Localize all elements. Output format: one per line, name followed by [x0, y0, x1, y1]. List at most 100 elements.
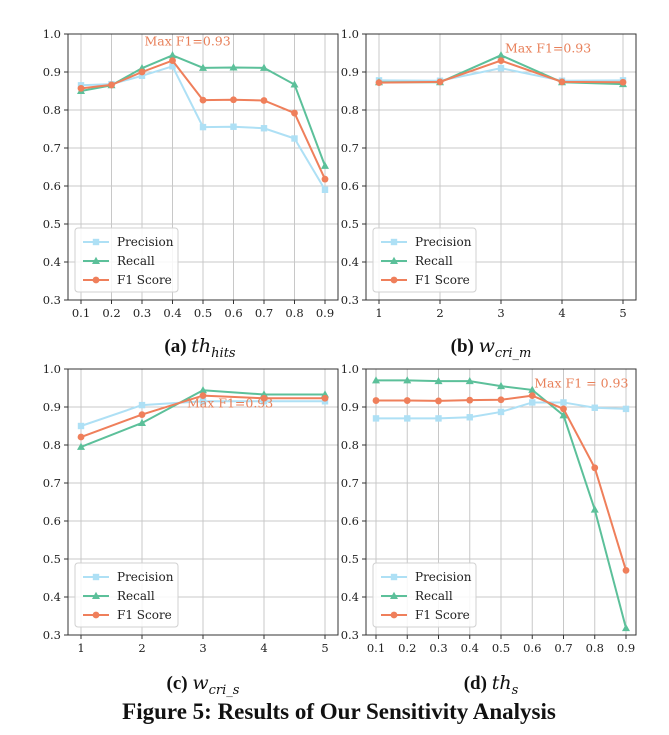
max-f1-annotation: Max F1=0.93	[505, 41, 591, 56]
subfigure-caption: (b) wcri_m	[451, 335, 532, 361]
chart-panel-c: 0.3 0.4 0.5 0.6 0.7 0.8 0.9 1.0 1 2 3 4 5 Max F1=0.93…	[43, 362, 339, 698]
data-point-f1-score	[560, 405, 567, 413]
data-point-recall	[168, 51, 177, 59]
y-tick-label: 0.8	[43, 438, 61, 452]
data-point-precision	[497, 408, 505, 416]
y-tick-label: 0.6	[43, 514, 61, 528]
chart-panel-a: 0.3 0.4 0.5 0.6 0.7 0.8 0.9 1.0 0.1 0.2 0.3 0.4 0.5 0…	[43, 27, 339, 361]
data-point-f1-score	[528, 392, 536, 399]
data-point-f1-score	[321, 175, 329, 183]
data-point-precision	[291, 135, 298, 142]
data-point-precision	[230, 123, 237, 130]
x-tick-label: 5	[321, 641, 328, 655]
data-point-precision	[435, 415, 442, 422]
y-tick-label: 0.8	[43, 103, 61, 117]
x-tick-label: 0.4	[461, 641, 479, 655]
data-point-recall	[199, 63, 207, 71]
y-tick-label: 1.0	[43, 362, 61, 376]
chart-panel-d: 0.3 0.4 0.5 0.6 0.7 0.8 0.9 1.0 0.1 0.2 0.3 0.4 0.5 0…	[341, 362, 637, 698]
x-tick-label: 0.1	[367, 641, 385, 655]
legend-marker	[92, 573, 100, 581]
data-point-recall	[138, 418, 146, 426]
data-point-recall	[77, 442, 85, 450]
x-tick-label: 1	[375, 306, 382, 320]
data-point-f1-score	[622, 567, 630, 574]
x-tick-label: 0.2	[102, 306, 120, 320]
x-tick-label: 3	[199, 641, 206, 655]
data-point-f1-score	[291, 109, 298, 117]
data-point-recall	[290, 80, 299, 88]
data-point-recall	[497, 51, 505, 59]
x-tick-label: 0.8	[586, 641, 604, 655]
legend-box	[74, 227, 179, 293]
data-point-recall	[229, 63, 238, 71]
y-tick-label: 0.5	[43, 217, 61, 231]
data-point-recall	[403, 376, 412, 384]
x-tick-label: 0.6	[523, 641, 541, 655]
data-point-f1-score	[260, 394, 268, 402]
data-point-precision	[560, 399, 567, 406]
data-point-precision	[260, 125, 268, 132]
data-point-recall	[528, 385, 537, 393]
legend-marker	[92, 256, 100, 264]
y-tick-label: 0.9	[43, 400, 61, 414]
y-tick-label: 0.8	[341, 103, 359, 117]
x-tick-label: 0.4	[163, 306, 181, 320]
legend-label: Precision	[117, 570, 174, 584]
data-point-f1-score	[435, 397, 442, 405]
legend-box	[74, 562, 179, 628]
legend-marker	[92, 591, 100, 599]
x-tick-label: 0.7	[255, 306, 273, 320]
legend-marker	[92, 611, 100, 619]
x-tick-label: 0.3	[133, 306, 151, 320]
data-point-f1-score	[403, 397, 411, 404]
data-point-precision	[77, 422, 85, 430]
y-tick-label: 0.4	[341, 255, 359, 269]
y-tick-label: 0.3	[341, 628, 359, 642]
legend-label: Recall	[117, 254, 155, 268]
legend-label: Precision	[415, 570, 472, 584]
x-tick-label: 3	[497, 306, 504, 320]
legend-label: F1 Score	[415, 608, 470, 622]
data-point-f1-score	[436, 78, 444, 86]
data-point-f1-score	[108, 81, 115, 89]
data-point-f1-score	[230, 96, 237, 104]
x-tick-label: 2	[436, 306, 443, 320]
data-point-precision	[138, 72, 146, 79]
y-tick-label: 0.6	[341, 514, 359, 528]
data-point-precision	[529, 399, 536, 406]
legend-box	[372, 227, 477, 293]
y-tick-label: 0.9	[341, 65, 359, 79]
data-point-f1-score	[199, 392, 207, 399]
y-tick-label: 1.0	[341, 362, 359, 376]
data-point-precision	[199, 398, 207, 405]
max-f1-annotation: Max F1 = 0.93	[534, 376, 628, 391]
y-tick-label: 1.0	[43, 27, 61, 41]
data-point-f1-score	[77, 84, 85, 92]
y-tick-label: 0.3	[43, 628, 61, 642]
y-tick-label: 0.4	[43, 590, 61, 604]
data-point-f1-score	[497, 57, 505, 64]
x-tick-label: 0.8	[285, 306, 303, 320]
x-tick-label: 0.1	[72, 306, 90, 320]
data-point-recall	[372, 376, 380, 384]
data-point-precision	[169, 63, 176, 70]
y-tick-label: 0.6	[43, 179, 61, 193]
legend-marker	[390, 611, 398, 619]
legend-marker	[390, 591, 398, 599]
data-point-f1-score	[169, 57, 176, 64]
figure-caption: Figure 5: Results of Our Sensitivity Ana…	[122, 699, 556, 724]
x-tick-label: 0.5	[194, 306, 212, 320]
x-tick-label: 4	[260, 641, 267, 655]
y-tick-label: 0.5	[341, 552, 359, 566]
data-point-precision	[372, 415, 380, 422]
subfigure-caption: (a) thhits	[164, 335, 236, 361]
x-tick-label: 0.5	[492, 641, 510, 655]
legend-marker	[390, 256, 398, 264]
data-point-precision	[404, 415, 411, 422]
data-point-f1-score	[375, 79, 383, 87]
legend-box	[372, 562, 477, 628]
legend-marker	[390, 276, 398, 284]
legend-label: Recall	[415, 589, 453, 603]
